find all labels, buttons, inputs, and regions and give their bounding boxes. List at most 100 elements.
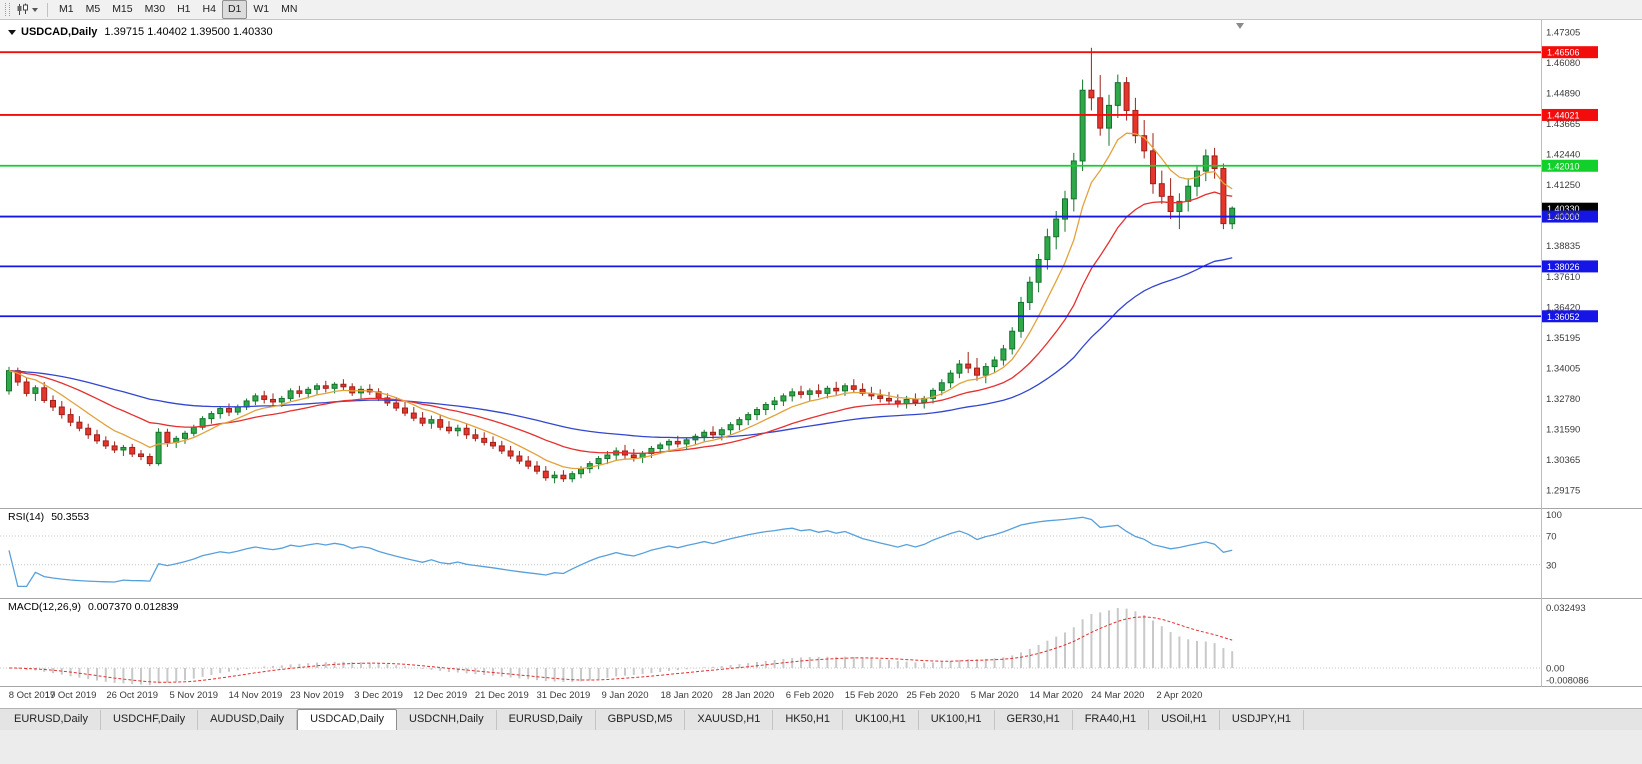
toolbar-separator <box>47 2 48 17</box>
svg-text:-0.008086: -0.008086 <box>1546 676 1589 687</box>
statusbar-area <box>0 730 1642 764</box>
svg-text:23 Nov 2019: 23 Nov 2019 <box>290 690 344 701</box>
chart-tab-12-fra40-h1[interactable]: FRA40,H1 <box>1072 710 1150 730</box>
timeframe-buttons: M1 M5 M15 M30 H1 H4 D1 W1 MN <box>53 0 303 19</box>
chart-tab-11-ger30-h1[interactable]: GER30,H1 <box>994 710 1073 730</box>
svg-text:5 Nov 2019: 5 Nov 2019 <box>170 690 219 701</box>
svg-text:1.36420: 1.36420 <box>1546 302 1580 313</box>
chart-tab-7-xauusd-h1[interactable]: XAUUSD,H1 <box>685 710 774 730</box>
svg-text:31 Dec 2019: 31 Dec 2019 <box>536 690 590 701</box>
chart-tab-10-uk100-h1[interactable]: UK100,H1 <box>918 710 995 730</box>
macd-name: MACD(12,26,9) <box>8 601 81 613</box>
svg-text:1.31590: 1.31590 <box>1546 424 1580 435</box>
support-resistance-lines[interactable] <box>0 51 1541 318</box>
svg-text:26 Oct 2019: 26 Oct 2019 <box>106 690 158 701</box>
svg-text:8 Oct 2019: 8 Oct 2019 <box>9 690 55 701</box>
svg-text:9 Jan 2020: 9 Jan 2020 <box>601 690 648 701</box>
timeframe-button-h4[interactable]: H4 <box>202 3 216 15</box>
timeframe-button-m5[interactable]: M5 <box>85 3 101 15</box>
macd-indicator-label: MACD(12,26,9) 0.007370 0.012839 <box>8 601 178 613</box>
chart-tab-2-audusd-daily[interactable]: AUDUSD,Daily <box>198 710 298 730</box>
candlestick-chart-icon[interactable] <box>15 2 30 17</box>
svg-text:1.42010: 1.42010 <box>1547 161 1580 171</box>
chart-tab-5-eurusd-daily[interactable]: EURUSD,Daily <box>496 710 596 730</box>
svg-text:1.44021: 1.44021 <box>1547 110 1580 120</box>
moving-averages <box>8 132 1233 470</box>
chart-tab-8-hk50-h1[interactable]: HK50,H1 <box>773 710 843 730</box>
svg-text:1.34005: 1.34005 <box>1546 363 1580 374</box>
svg-text:2 Apr 2020: 2 Apr 2020 <box>1156 690 1202 701</box>
svg-text:0.00: 0.00 <box>1546 664 1565 675</box>
svg-text:12 Dec 2019: 12 Dec 2019 <box>413 690 467 701</box>
svg-text:1.36052: 1.36052 <box>1547 312 1580 322</box>
price-level-badges: 1.40330 1.46506 1.44021 1.42010 1.40000 1.380… <box>1542 46 1598 323</box>
chart-window: 1.40330 1.46506 1.44021 1.42010 1.40000 1.380… <box>0 20 1642 708</box>
macd-values: 0.007370 0.012839 <box>87 601 179 613</box>
indicator-level-lines <box>0 535 1541 669</box>
timeframe-button-m30[interactable]: M30 <box>144 3 166 15</box>
svg-text:14 Nov 2019: 14 Nov 2019 <box>228 690 282 701</box>
svg-text:3 Dec 2019: 3 Dec 2019 <box>354 690 403 701</box>
svg-text:1.41250: 1.41250 <box>1546 180 1580 191</box>
svg-text:1.38026: 1.38026 <box>1547 262 1580 272</box>
svg-text:1.47305: 1.47305 <box>1546 28 1580 39</box>
svg-text:28 Jan 2020: 28 Jan 2020 <box>722 690 774 701</box>
svg-text:1.29175: 1.29175 <box>1546 486 1580 497</box>
svg-text:21 Dec 2019: 21 Dec 2019 <box>475 690 529 701</box>
macd-scale-labels: 0.032493 0.00-0.008086 <box>1546 603 1589 687</box>
svg-text:1.35195: 1.35195 <box>1546 333 1580 344</box>
svg-text:1.42440: 1.42440 <box>1546 150 1580 161</box>
svg-text:1.43665: 1.43665 <box>1546 119 1580 130</box>
macd-signal-line <box>8 616 1233 683</box>
timeframe-button-d1[interactable]: D1 <box>221 0 248 19</box>
timeframe-toolbar: M1 M5 M15 M30 H1 H4 D1 W1 MN <box>0 0 1642 20</box>
svg-text:15 Feb 2020: 15 Feb 2020 <box>845 690 898 701</box>
svg-text:24 Mar 2020: 24 Mar 2020 <box>1091 690 1144 701</box>
macd-histogram <box>16 608 1234 686</box>
svg-text:1.32780: 1.32780 <box>1546 394 1580 405</box>
chart-ohlc-values: 1.39715 1.40402 1.39500 1.40330 <box>104 26 273 38</box>
timeframe-button-h1[interactable]: H1 <box>177 3 191 15</box>
candlestick-series <box>6 47 1236 484</box>
chart-symbol: USDCAD,Daily <box>21 26 98 38</box>
chart-tab-13-usoil-h1[interactable]: USOil,H1 <box>1149 710 1220 730</box>
svg-text:17 Oct 2019: 17 Oct 2019 <box>45 690 97 701</box>
svg-text:1.40030: 1.40030 <box>1546 211 1580 222</box>
rsi-indicator-label: RSI(14) 50.3553 <box>8 511 89 523</box>
chart-shift-marker[interactable] <box>1236 23 1244 29</box>
price-chart-canvas[interactable]: 1.40330 1.46506 1.44021 1.42010 1.40000 1.380… <box>0 20 1642 708</box>
timeframe-button-m1[interactable]: M1 <box>59 3 74 15</box>
chart-title: USDCAD,Daily 1.39715 1.40402 1.39500 1.4… <box>8 26 273 38</box>
svg-text:6 Feb 2020: 6 Feb 2020 <box>786 690 834 701</box>
svg-text:1.40330: 1.40330 <box>1547 204 1580 214</box>
chart-context-icon <box>8 29 16 35</box>
svg-text:25 Feb 2020: 25 Feb 2020 <box>906 690 959 701</box>
rsi-name: RSI(14) <box>8 511 45 523</box>
chart-type-dropdown-icon[interactable] <box>32 7 38 12</box>
chart-tab-1-usdchf-daily[interactable]: USDCHF,Daily <box>100 710 199 730</box>
chart-tab-bar: EURUSD,Daily USDCHF,Daily AUDUSD,Daily USDC… <box>0 708 1642 730</box>
svg-text:1.37610: 1.37610 <box>1546 272 1580 283</box>
svg-text:30: 30 <box>1546 560 1557 571</box>
svg-text:18 Jan 2020: 18 Jan 2020 <box>660 690 712 701</box>
svg-text:70: 70 <box>1546 532 1557 543</box>
timeframe-button-m15[interactable]: M15 <box>112 3 133 15</box>
rsi-line <box>8 516 1233 588</box>
chart-tab-14-usdjpy-h1[interactable]: USDJPY,H1 <box>1219 710 1305 730</box>
chart-tab-0-eurusd-daily[interactable]: EURUSD,Daily <box>2 710 101 730</box>
svg-text:100: 100 <box>1546 510 1562 521</box>
rsi-scale-labels: 100 70 30 <box>1546 510 1562 571</box>
timeframe-button-w1[interactable]: W1 <box>253 3 270 15</box>
chart-tab-9-uk100-h1[interactable]: UK100,H1 <box>842 710 919 730</box>
pane-separators <box>0 20 1642 687</box>
chart-tab-3-usdcad-daily[interactable]: USDCAD,Daily <box>297 709 398 730</box>
chart-tab-6-gbpusd-m5[interactable]: GBPUSD,M5 <box>595 710 686 730</box>
svg-text:14 Mar 2020: 14 Mar 2020 <box>1030 690 1083 701</box>
toolbar-grip[interactable] <box>5 3 10 16</box>
chart-tab-4-usdcnh-daily[interactable]: USDCNH,Daily <box>397 710 497 730</box>
timeframe-button-mn[interactable]: MN <box>281 3 298 15</box>
svg-text:0.032493: 0.032493 <box>1546 603 1586 614</box>
svg-text:1.38835: 1.38835 <box>1546 241 1580 252</box>
svg-text:5 Mar 2020: 5 Mar 2020 <box>971 690 1019 701</box>
